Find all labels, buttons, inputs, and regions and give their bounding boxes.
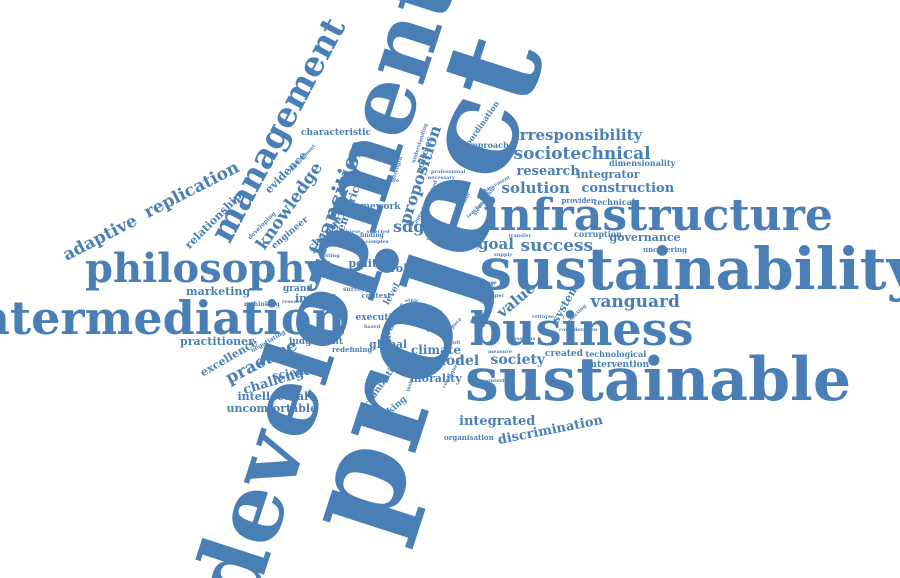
word-dimensionality: dimensionality — [609, 158, 676, 168]
word-ethic: ethic — [405, 297, 420, 304]
word-slavery: slavery — [452, 240, 480, 250]
word-consensus: consensus — [506, 335, 536, 342]
word-characteristic: characteristic — [301, 127, 372, 138]
word-intervention: intervention — [587, 359, 650, 370]
word-paper: paper — [488, 292, 505, 299]
word-sociotechnical: sociotechnical — [513, 143, 651, 164]
word-society: society — [490, 352, 546, 368]
word-complex: complex — [365, 238, 389, 245]
word-sdgs: sdgs — [393, 217, 434, 236]
word-approach: approach — [467, 140, 509, 150]
word-integrator: integrator — [576, 167, 640, 181]
word-integrated: integrated — [459, 413, 536, 429]
word-solution: solution — [501, 178, 571, 197]
word-contextual: contextual — [484, 377, 514, 384]
word-provider: provider — [561, 195, 595, 205]
word-executive: executive — [355, 312, 403, 323]
word-person: person — [426, 326, 446, 333]
word-uncovering: uncovering — [643, 244, 687, 254]
word-study: study — [426, 232, 454, 243]
word-governance: governance — [609, 230, 681, 244]
word-survey: survey — [343, 286, 365, 293]
word-morality: morality — [410, 371, 462, 385]
word-created: created — [545, 348, 583, 359]
word-sector: sector — [425, 308, 443, 315]
word-perspective: perspective — [367, 177, 400, 184]
word-supply: supply — [494, 251, 513, 258]
word-achieve: achieve — [339, 228, 361, 235]
word-judgement: judgement — [289, 336, 344, 347]
word-goal: goal — [478, 234, 514, 253]
word-critique: critique — [532, 313, 555, 320]
word-side: side — [429, 268, 464, 287]
word-rethinking: rethinking — [244, 301, 280, 308]
word-context: context — [361, 290, 391, 300]
word-consideration: consideration — [559, 326, 598, 333]
word-abuse: abuse — [472, 278, 496, 288]
word-intermediation: intermediation — [0, 291, 345, 345]
word-grand: grand — [283, 283, 313, 294]
word-redefining: redefining — [332, 344, 373, 354]
word-philosophy: philosophy — [85, 245, 329, 292]
word-selected: selected — [366, 228, 390, 235]
word-corruption: corruption — [574, 229, 622, 239]
word-practitioner: practitioner — [180, 334, 254, 348]
word-professional: professional — [431, 168, 466, 175]
word-based: based — [364, 323, 381, 330]
word-result: result — [444, 339, 461, 346]
word-construction: construction — [581, 180, 675, 196]
word-finding: finding — [360, 232, 384, 239]
word-sustainable: sustainable — [465, 345, 851, 415]
word-necessary: necessary — [427, 174, 455, 181]
word-uncomfortable: uncomfortable — [226, 401, 318, 415]
word-research: research — [516, 163, 580, 179]
word-dark: dark — [445, 275, 481, 291]
word-setting: setting — [320, 252, 340, 259]
word-vanguard: vanguard — [590, 291, 680, 312]
word-impact: impact — [295, 291, 338, 305]
word-model: model — [431, 353, 480, 369]
word-transfer: transfer — [508, 232, 532, 239]
word-marketing: marketing — [186, 284, 251, 298]
word-technological: technological — [585, 349, 647, 359]
word-role: role — [390, 261, 415, 275]
word-sustainability: sustainability — [479, 235, 900, 303]
word-irresponsibility: irresponsibility — [514, 125, 643, 144]
word-politic: politic — [348, 256, 388, 270]
word-framework: framework — [346, 201, 401, 212]
word-global: global — [369, 337, 408, 351]
word-technical: technical — [593, 197, 635, 207]
word-organisation: organisation — [444, 432, 494, 442]
word-researcher: researcher — [282, 298, 313, 305]
word-future: future — [479, 279, 497, 286]
word-measure: measure — [488, 348, 512, 355]
word-success: success — [520, 235, 594, 256]
word-expert: expert — [457, 275, 475, 282]
word-infrastructure: infrastructure — [483, 190, 833, 241]
word-intellectual: intellectual — [237, 389, 309, 403]
word-climate: climate — [411, 343, 462, 357]
word-policy: policy — [426, 312, 444, 319]
word-business: business — [470, 302, 694, 356]
